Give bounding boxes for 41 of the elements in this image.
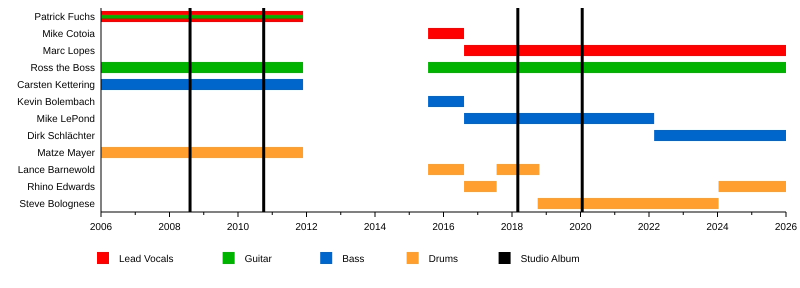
x-tick-label: 2010 bbox=[226, 222, 250, 233]
x-tick-label: 2022 bbox=[638, 222, 661, 233]
bar bbox=[464, 180, 497, 192]
bar bbox=[101, 78, 304, 90]
bar bbox=[428, 62, 786, 74]
x-tick-label: 2014 bbox=[364, 222, 387, 233]
x-tick-label: 2020 bbox=[569, 222, 592, 233]
x-tick-label: 2018 bbox=[500, 222, 524, 233]
x-tick-label: 2008 bbox=[158, 222, 182, 233]
legend-label: Guitar bbox=[244, 254, 272, 265]
bar bbox=[428, 164, 464, 176]
bar bbox=[654, 130, 786, 142]
x-tick-label: 2024 bbox=[706, 222, 730, 233]
legend-label: Drums bbox=[428, 254, 458, 265]
x-tick-label: 2012 bbox=[295, 222, 318, 233]
y-tick-label: Matze Mayer bbox=[37, 148, 96, 159]
bar bbox=[718, 180, 786, 192]
bar bbox=[101, 146, 304, 158]
y-tick-label: Marc Lopes bbox=[42, 46, 95, 57]
y-tick-label: Patrick Fuchs bbox=[34, 12, 95, 23]
legend-label: Studio Album bbox=[520, 254, 580, 265]
y-tick-label: Ross the Boss bbox=[30, 63, 95, 74]
y-tick-label: Carsten Kettering bbox=[17, 80, 95, 91]
y-tick-label: Kevin Bolembach bbox=[17, 97, 95, 108]
y-tick-label: Steve Bolognese bbox=[19, 199, 96, 210]
y-tick-label: Lance Barnewold bbox=[18, 165, 95, 176]
x-tick-label: 2006 bbox=[90, 222, 113, 233]
y-tick-label: Rhino Edwards bbox=[27, 182, 95, 193]
bar bbox=[538, 198, 719, 210]
bar bbox=[428, 28, 464, 40]
x-tick-label: 2026 bbox=[774, 222, 798, 233]
legend-label: Bass bbox=[342, 254, 364, 265]
bar bbox=[428, 96, 464, 108]
bar bbox=[496, 164, 540, 176]
y-tick-label: Mike LePond bbox=[36, 114, 95, 125]
y-tick-label: Mike Cotoia bbox=[42, 29, 96, 40]
y-tick-label: Dirk Schlächter bbox=[27, 131, 96, 142]
bar bbox=[464, 112, 654, 124]
legend-label: Lead Vocals bbox=[119, 254, 174, 265]
bar bbox=[464, 44, 786, 56]
x-tick-label: 2016 bbox=[432, 222, 456, 233]
